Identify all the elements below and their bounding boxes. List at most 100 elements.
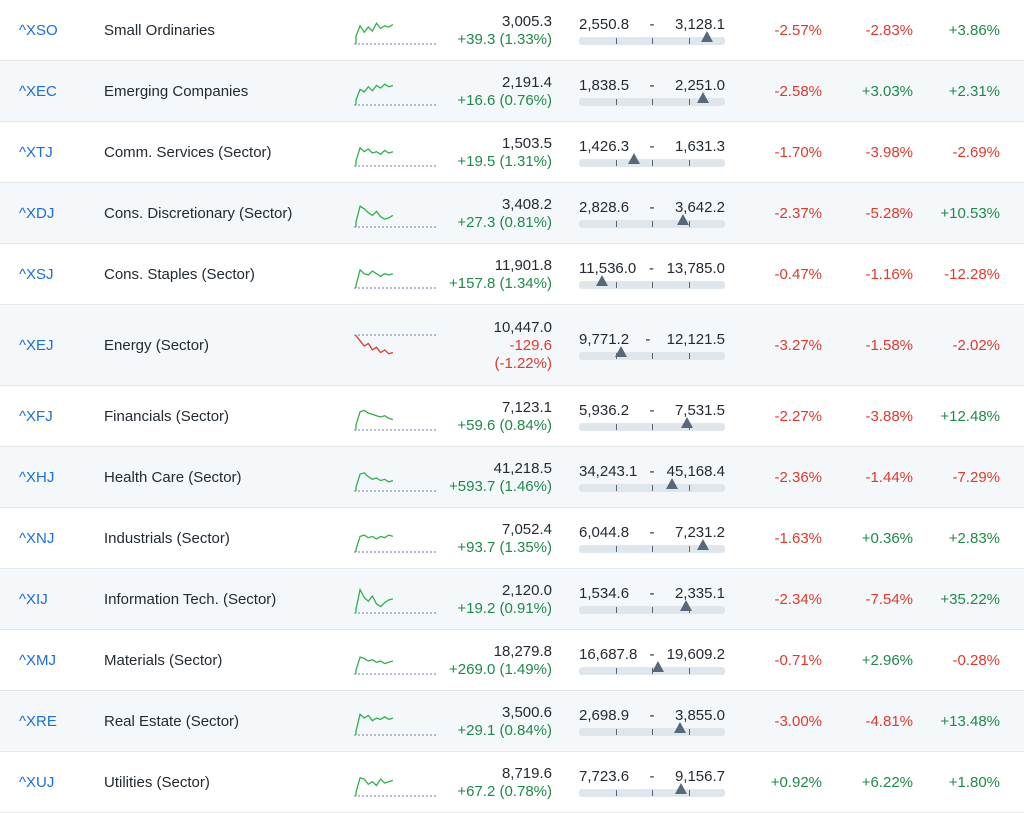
day-range: 6,044.8 - 7,231.2 [579, 524, 725, 553]
change-percent-1: -2.34% [774, 590, 822, 608]
change-percent-3: +13.48% [940, 712, 1000, 730]
price-change: +16.6 (0.76%) [457, 91, 552, 109]
table-row[interactable]: ^XDJ Cons. Discretionary (Sector) 3,408.… [0, 183, 1024, 244]
range-high: 3,128.1 [674, 16, 725, 33]
range-marker-icon [697, 539, 710, 550]
price-block: 2,120.0 +19.2 (0.91%) [457, 582, 552, 618]
range-high: 3,642.2 [674, 199, 725, 216]
table-row[interactable]: ^XEJ Energy (Sector) 10,447.0 -129.6 (-1… [0, 305, 1024, 386]
range-track [579, 539, 725, 553]
range-tick [615, 282, 617, 288]
symbol-link[interactable]: ^XEJ [19, 336, 54, 354]
symbol-link[interactable]: ^XEC [19, 82, 57, 100]
last-price: 2,191.4 [501, 73, 552, 91]
change-percent-1: -1.70% [774, 143, 822, 161]
range-marker-icon [679, 600, 692, 611]
range-low: 1,426.3 [579, 138, 630, 155]
last-price: 3,408.2 [501, 195, 552, 213]
range-marker-icon [666, 478, 679, 489]
range-marker-icon [628, 153, 641, 164]
range-low: 11,536.0 [579, 260, 637, 277]
range-high: 13,785.0 [666, 260, 725, 277]
index-name: Energy (Sector) [104, 336, 210, 354]
price-block: 18,279.8 +269.0 (1.49%) [449, 643, 552, 679]
index-name: Cons. Staples (Sector) [104, 265, 255, 283]
range-tick [652, 99, 653, 105]
range-tick [615, 38, 617, 44]
range-separator: - [649, 138, 655, 155]
table-row[interactable]: ^XHJ Health Care (Sector) 41,218.5 +593.… [0, 447, 1024, 508]
symbol-link[interactable]: ^XRE [19, 712, 57, 730]
symbol-link[interactable]: ^XSO [19, 21, 58, 39]
table-row[interactable]: ^XNJ Industrials (Sector) 7,052.4 +93.7 … [0, 508, 1024, 569]
table-row[interactable]: ^XSJ Cons. Staples (Sector) 11,901.8 +15… [0, 244, 1024, 305]
range-high: 7,231.2 [674, 524, 725, 541]
change-percent-2: -1.44% [865, 468, 913, 486]
index-name: Real Estate (Sector) [104, 712, 240, 730]
day-range: 1,838.5 - 2,251.0 [579, 77, 725, 106]
day-range: 5,936.2 - 7,531.5 [579, 402, 725, 431]
symbol-link[interactable]: ^XMJ [19, 651, 57, 669]
range-marker-icon [697, 92, 710, 103]
day-range: 9,771.2 - 12,121.5 [579, 331, 725, 360]
range-track [579, 153, 725, 167]
table-row[interactable]: ^XSO Small Ordinaries 3,005.3 +39.3 (1.3… [0, 0, 1024, 61]
range-separator: - [649, 199, 655, 216]
symbol-link[interactable]: ^XHJ [19, 468, 55, 486]
symbol-link[interactable]: ^XSJ [19, 265, 54, 283]
price-change: +269.0 (1.49%) [449, 660, 552, 678]
range-high: 9,156.7 [674, 768, 725, 785]
index-name: Small Ordinaries [104, 21, 215, 39]
last-price: 2,120.0 [501, 581, 552, 599]
change-percent-2: -4.81% [865, 712, 913, 730]
change-percent-3: +3.86% [948, 21, 1000, 39]
last-price: 18,279.8 [493, 642, 552, 660]
change-percent-3: +35.22% [940, 590, 1000, 608]
sparkline-line [355, 776, 394, 796]
table-row[interactable]: ^XTJ Comm. Services (Sector) 1,503.5 +19… [0, 122, 1024, 183]
symbol-link[interactable]: ^XIJ [19, 590, 48, 608]
table-row[interactable]: ^XEC Emerging Companies 2,191.4 +16.6 (0… [0, 61, 1024, 122]
index-name: Cons. Discretionary (Sector) [104, 204, 293, 222]
symbol-link[interactable]: ^XDJ [19, 204, 55, 222]
change-percent-3: +10.53% [940, 204, 1000, 222]
table-row[interactable]: ^XRE Real Estate (Sector) 3,500.6 +29.1 … [0, 691, 1024, 752]
sparkline-chart [354, 204, 436, 227]
range-tick [688, 160, 690, 166]
change-percent-3: -2.69% [952, 143, 1000, 161]
sparkline-line [355, 533, 394, 552]
range-track [579, 722, 725, 736]
table-row[interactable]: ^XFJ Financials (Sector) 7,123.1 +59.6 (… [0, 386, 1024, 447]
symbol-link[interactable]: ^XTJ [19, 143, 53, 161]
change-percent-2: +0.36% [861, 529, 913, 547]
change-percent-3: +1.80% [948, 773, 1000, 791]
day-range: 2,550.8 - 3,128.1 [579, 16, 725, 45]
price-block: 11,901.8 +157.8 (1.34%) [449, 257, 552, 293]
symbol-link[interactable]: ^XUJ [19, 773, 55, 791]
table-row[interactable]: ^XUJ Utilities (Sector) 8,719.6 +67.2 (0… [0, 752, 1024, 813]
range-tick [652, 160, 653, 166]
sparkline-chart [354, 21, 436, 44]
range-tick [615, 485, 617, 491]
change-percent-2: -5.28% [865, 204, 913, 222]
price-block: 3,408.2 +27.3 (0.81%) [457, 196, 552, 232]
index-name: Industrials (Sector) [104, 529, 230, 547]
price-block: 7,123.1 +59.6 (0.84%) [457, 399, 552, 435]
range-tick [652, 353, 653, 359]
table-row[interactable]: ^XIJ Information Tech. (Sector) 2,120.0 … [0, 569, 1024, 630]
sparkline-line [355, 587, 394, 613]
table-row[interactable]: ^XMJ Materials (Sector) 18,279.8 +269.0 … [0, 630, 1024, 691]
price-block: 41,218.5 +593.7 (1.46%) [449, 460, 552, 496]
range-high: 2,251.0 [674, 77, 725, 94]
symbol-link[interactable]: ^XFJ [19, 407, 53, 425]
change-percent-3: +2.83% [948, 529, 1000, 547]
price-block: 3,005.3 +39.3 (1.33%) [457, 13, 552, 49]
range-tick [688, 282, 690, 288]
change-percent-1: -1.63% [774, 529, 822, 547]
range-low: 1,838.5 [579, 77, 630, 94]
change-percent-1: +0.92% [770, 773, 822, 791]
change-percent-3: +2.31% [948, 82, 1000, 100]
range-tick [615, 160, 617, 166]
symbol-link[interactable]: ^XNJ [19, 529, 55, 547]
